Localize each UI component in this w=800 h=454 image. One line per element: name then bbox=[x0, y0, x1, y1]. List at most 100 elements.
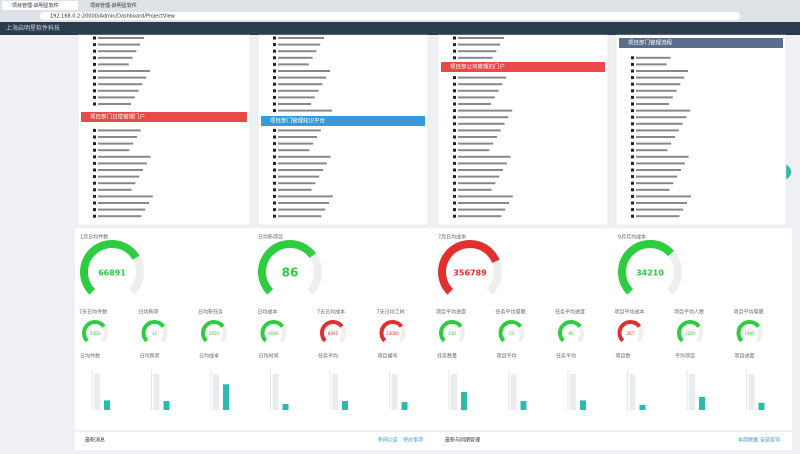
small-gauge-value: 240 bbox=[448, 331, 456, 336]
list-text bbox=[278, 169, 323, 171]
list-icon bbox=[93, 201, 96, 205]
list-text bbox=[636, 169, 681, 171]
small-gauge-label: 项目平均人数 bbox=[674, 309, 704, 316]
list-icon bbox=[453, 208, 456, 212]
list-icon bbox=[453, 49, 456, 53]
list-icon bbox=[93, 194, 96, 198]
list-text bbox=[458, 122, 505, 125]
list-icon bbox=[631, 135, 634, 139]
list-icon bbox=[273, 128, 276, 132]
mini-bar bbox=[689, 374, 695, 410]
panel-header bbox=[81, 112, 247, 122]
bottom-tab[interactable]: 新闻公告 bbox=[378, 437, 398, 444]
gauge-label: 1月日均件数 bbox=[80, 234, 108, 241]
mini-bar bbox=[213, 374, 219, 410]
address-bar[interactable] bbox=[40, 12, 740, 20]
bottom-tab[interactable]: 全部查询 bbox=[760, 437, 780, 444]
small-gauge-label: 任务平均进度 bbox=[555, 309, 585, 316]
list-text bbox=[636, 109, 691, 112]
list-text bbox=[98, 155, 151, 158]
small-gauge-label: 日均新任务 bbox=[198, 309, 223, 316]
list-text bbox=[278, 63, 309, 66]
mini-chart-label: 日均成本 bbox=[199, 353, 219, 360]
gauge-label: 日均新项目 bbox=[258, 234, 283, 241]
mini-chart-label: 项目数 bbox=[616, 353, 631, 360]
list-icon bbox=[93, 89, 96, 93]
list-text bbox=[278, 103, 311, 105]
list-icon bbox=[93, 76, 96, 80]
list-icon bbox=[453, 175, 456, 179]
gauge-value: 86 bbox=[282, 266, 299, 280]
bottom-bar bbox=[75, 432, 792, 450]
list-icon bbox=[631, 214, 634, 218]
mini-bar bbox=[272, 374, 279, 410]
small-gauge-value: 1990 bbox=[744, 331, 755, 336]
list-icon bbox=[453, 82, 456, 86]
list-text bbox=[636, 96, 673, 99]
list-text bbox=[98, 37, 144, 39]
list-icon bbox=[273, 95, 276, 99]
list-text bbox=[98, 202, 149, 204]
panel-header bbox=[441, 62, 605, 72]
list-text bbox=[636, 83, 681, 86]
small-gauge-value: 8001 bbox=[328, 331, 339, 336]
list-text bbox=[636, 162, 685, 165]
list-icon bbox=[631, 109, 634, 113]
mini-bar bbox=[461, 392, 467, 410]
small-gauge-value: 12 bbox=[152, 331, 158, 336]
list-text bbox=[458, 188, 492, 191]
gauge-label: 7月日均成本 bbox=[438, 234, 466, 241]
list-text bbox=[98, 89, 139, 92]
list-text bbox=[636, 70, 688, 72]
list-icon bbox=[273, 148, 276, 152]
list-text bbox=[636, 195, 691, 198]
list-text bbox=[458, 136, 497, 138]
tab[interactable] bbox=[80, 1, 156, 10]
list-text bbox=[458, 89, 499, 92]
list-icon bbox=[93, 142, 96, 146]
list-text bbox=[636, 136, 675, 138]
list-text bbox=[458, 175, 500, 178]
mini-chart-label: 日均件数 bbox=[80, 353, 100, 360]
small-gauge-arc bbox=[320, 320, 344, 343]
small-gauge-label: 7天日均件数 bbox=[79, 309, 107, 316]
list-text bbox=[98, 162, 147, 165]
mini-bar bbox=[401, 402, 408, 410]
small-gauge-label: 7天日均成本 bbox=[317, 309, 345, 316]
list-text bbox=[458, 83, 503, 86]
mini-bar bbox=[391, 374, 398, 410]
list-icon bbox=[631, 76, 634, 80]
mini-bar bbox=[629, 374, 636, 410]
list-text bbox=[278, 50, 317, 53]
small-gauge-arc bbox=[201, 320, 225, 343]
mini-bar bbox=[699, 396, 705, 410]
list-text bbox=[636, 202, 687, 204]
app-header bbox=[0, 22, 800, 35]
mini-bar bbox=[104, 400, 110, 410]
list-text bbox=[458, 76, 507, 79]
list-text bbox=[278, 202, 329, 204]
list-text bbox=[636, 116, 687, 119]
gauge-arc bbox=[618, 240, 674, 295]
list-text bbox=[636, 142, 672, 145]
gauge-arc bbox=[80, 240, 140, 295]
list-text bbox=[98, 149, 130, 152]
bottom-tab[interactable]: 待办事项 bbox=[403, 437, 423, 444]
tab[interactable] bbox=[2, 1, 78, 10]
list-text bbox=[98, 188, 132, 191]
mini-bar bbox=[451, 374, 457, 410]
list-text bbox=[458, 215, 502, 218]
mini-bar bbox=[639, 404, 646, 410]
small-gauge-value: 80 bbox=[568, 331, 574, 336]
small-gauge-value: 5000 bbox=[90, 331, 101, 336]
small-gauge-label: 7天日均工时 bbox=[377, 309, 405, 316]
list-icon bbox=[631, 175, 634, 179]
app-title: 上海启明星软件科技 bbox=[6, 24, 60, 32]
list-text bbox=[636, 129, 679, 132]
list-text bbox=[278, 182, 316, 185]
list-text bbox=[278, 215, 322, 218]
bottom-tab[interactable]: 本周数据 bbox=[738, 437, 758, 444]
list-text bbox=[636, 103, 669, 105]
list-icon bbox=[453, 135, 456, 139]
